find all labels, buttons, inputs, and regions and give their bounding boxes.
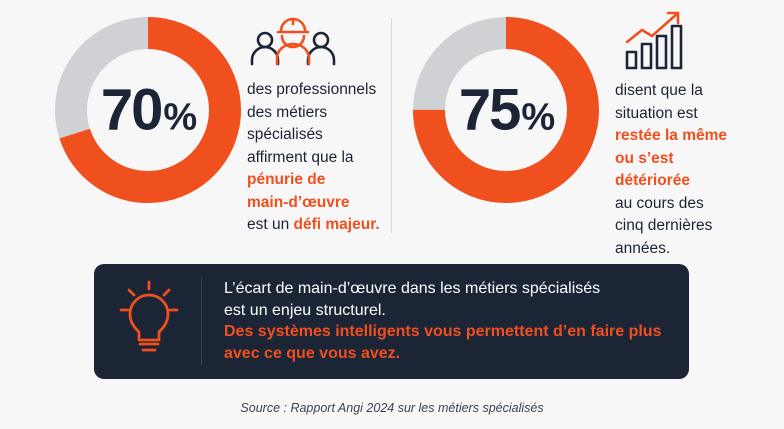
lightbulb-icon <box>118 278 180 362</box>
text-line: des professionnels <box>247 81 377 98</box>
highlight-line: détériorée <box>615 172 690 189</box>
highlight-fragment: défi majeur. <box>293 216 380 233</box>
stat2-description: disent que la situation est restée la mê… <box>615 80 727 260</box>
donut-value-arc <box>55 17 241 203</box>
donut-value-arc <box>413 17 599 203</box>
vertical-divider <box>391 18 392 233</box>
text-line: spécialisés <box>247 126 323 143</box>
workers-icon <box>245 14 341 66</box>
highlight-line: pénurie de <box>247 171 326 188</box>
highlight-line: ou s’est <box>615 149 674 167</box>
highlight-line: main-d’œuvre <box>247 193 350 211</box>
banner-divider <box>201 278 202 365</box>
banner-highlight: avec ce que vous avez. <box>224 344 401 362</box>
donut-chart-70: 70% <box>55 17 241 203</box>
text-line: disent que la <box>615 82 703 99</box>
percentage-label: 70% <box>55 77 241 144</box>
insight-banner: L’écart de main-d’œuvre dans les métiers… <box>94 264 689 379</box>
donut-chart-75: 75% <box>413 17 599 203</box>
percentage-label: 75% <box>413 77 599 144</box>
percentage-number: 70 <box>100 77 163 143</box>
banner-line: L’écart de main-d’œuvre dans les métiers… <box>224 280 601 297</box>
text-line: des métiers <box>247 103 328 121</box>
text-line: années. <box>615 239 671 257</box>
source-citation: Source : Rapport Angi 2024 sur les métie… <box>240 401 544 415</box>
text-line: situation est <box>615 104 698 122</box>
percentage-number: 75 <box>458 77 521 143</box>
banner-line: est un enjeu structurel. <box>224 301 386 319</box>
highlight-line: restée la même <box>615 127 728 144</box>
donut-svg-75 <box>413 17 599 203</box>
text-line: affirment que la <box>247 148 354 166</box>
donut-svg-70 <box>55 17 241 203</box>
stat1-description: des professionnels des métiers spécialis… <box>247 79 380 237</box>
percentage-sign: % <box>521 96 555 139</box>
banner-message: L’écart de main-d’œuvre dans les métiers… <box>224 278 661 364</box>
banner-highlight: Des systèmes intelligents vous permetten… <box>224 323 662 340</box>
text-line: au cours des <box>615 194 704 212</box>
text-line: cinq dernières <box>615 217 713 234</box>
percentage-sign: % <box>163 96 197 139</box>
text-fragment: est un <box>247 216 294 233</box>
growth-chart-icon <box>622 8 686 72</box>
text-line: est un défi majeur. <box>247 214 380 237</box>
